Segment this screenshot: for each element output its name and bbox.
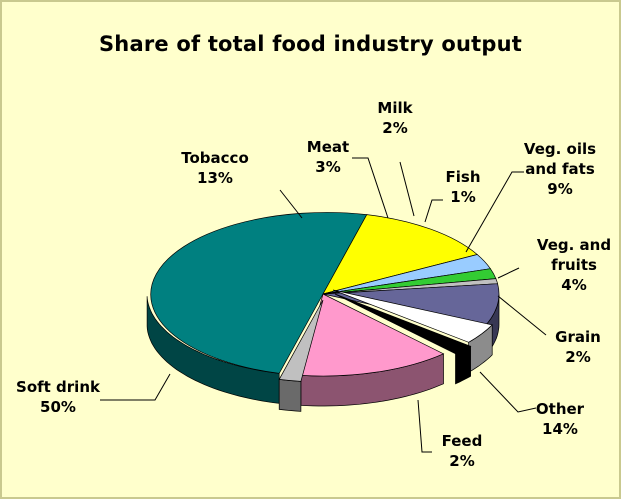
data-label-feed: Feed 2% (442, 432, 483, 470)
data-label-tobacco: Tobacco 13% (181, 149, 249, 187)
leader-line-other (479, 371, 537, 413)
pie-side-feed (278, 379, 302, 412)
data-label-grain: Grain 2% (555, 328, 601, 366)
data-label-fish: Fish 1% (446, 168, 481, 206)
leader-line-veg-oils-and-fats (465, 171, 524, 253)
leader-line-fish (424, 199, 443, 223)
data-label-milk: Milk 2% (377, 99, 413, 137)
chart-title: Share of total food industry output (98, 32, 522, 56)
data-label-meat: Meat 3% (307, 138, 349, 176)
pie-slice-other (300, 293, 445, 377)
pie-slice-soft-drink (150, 212, 368, 374)
pie-slice-veg-and-fruits (332, 289, 493, 343)
leader-line-veg-and-fruits (497, 267, 520, 279)
leader-line-tobacco (279, 189, 303, 219)
data-label-veg-and-fruits: Veg. and fruits 4% (537, 236, 611, 294)
leader-line-soft-drink (100, 373, 171, 401)
leader-line-feed (417, 399, 432, 453)
data-label-soft-drink: Soft drink 50% (16, 378, 101, 416)
pie-side-soft-drink (146, 296, 280, 404)
leader-line-milk (399, 161, 415, 217)
pie-slice-grain (334, 293, 472, 355)
pie-slice-feed (278, 299, 324, 382)
leader-line-grain (497, 295, 547, 336)
data-label-other: Other 14% (536, 400, 585, 438)
pie-slice-tobacco (322, 214, 478, 295)
leader-line-meat (352, 157, 389, 219)
data-label-veg-oils-and-fats: Veg. oils and fats 9% (524, 140, 596, 198)
